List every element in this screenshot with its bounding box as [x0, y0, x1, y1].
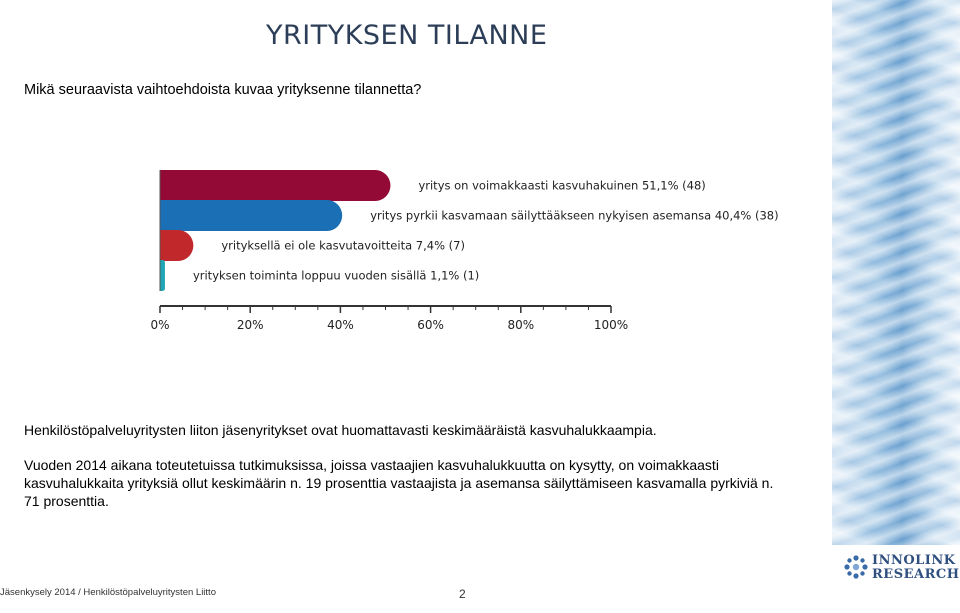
decorative-side-image [832, 0, 960, 545]
bar-1-base [160, 170, 176, 201]
x-tick-label: 40% [327, 318, 354, 332]
logo-line-2: RESEARCH [872, 567, 960, 582]
bar-label-2: yritys pyrkii kasvamaan säilyttääkseen n… [370, 209, 778, 223]
x-axis: 0% 20% 40% 60% 80% 100% [150, 170, 628, 332]
bar-2 [160, 200, 343, 231]
footer-source: Jäsenkysely 2014 / Henkilöstöpalveluyrit… [0, 587, 216, 598]
bar-3-base [160, 230, 176, 261]
page-number: 2 [459, 587, 466, 601]
x-tick-label: 60% [417, 318, 444, 332]
x-tick-label: 0% [150, 318, 169, 332]
summary-paragraph-2: Vuoden 2014 aikana toteutetuissa tutkimu… [24, 457, 774, 509]
bars-layer: yritys on voimakkaasti kasvuhakuinen 51,… [160, 170, 779, 291]
bar-label-4: yrityksen toiminta loppuu vuoden sisällä… [193, 269, 479, 283]
bar-label-1: yritys on voimakkaasti kasvuhakuinen 51,… [418, 179, 705, 193]
bar-4-base [160, 260, 163, 291]
summary-paragraph-1: Henkilöstöpalveluyritysten liiton jäseny… [24, 422, 657, 438]
survey-question: Mikä seuraavista vaihtoehdoista kuvaa yr… [24, 82, 422, 98]
bar-1 [160, 170, 391, 201]
x-tick-label: 100% [594, 318, 628, 332]
logo-text: INNOLINK RESEARCH [872, 553, 960, 582]
logo-line-1: INNOLINK [872, 553, 956, 568]
logo-area [832, 545, 960, 613]
innolink-logo-icon [844, 555, 868, 579]
x-tick-label: 80% [507, 318, 534, 332]
summary-text: Henkilöstöpalveluyritysten liiton jäseny… [24, 421, 784, 527]
bar-2-base [160, 200, 176, 231]
page-title: YRITYKSEN TILANNE [266, 20, 548, 51]
x-tick-label: 20% [237, 318, 264, 332]
bar-label-3: yrityksellä ei ole kasvutavoitteita 7,4%… [221, 239, 465, 253]
growth-status-bar-chart: yritys on voimakkaasti kasvuhakuinen 51,… [150, 170, 779, 332]
